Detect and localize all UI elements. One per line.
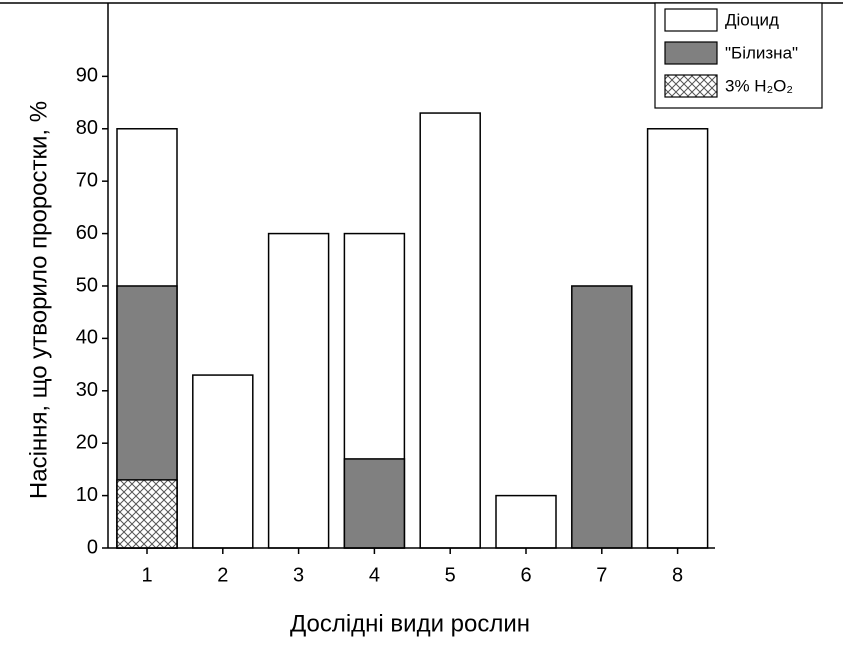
bar	[419, 112, 481, 549]
bar	[571, 285, 633, 549]
x-tick-label: 6	[520, 564, 531, 586]
x-tick-label: 8	[672, 564, 683, 586]
bar	[495, 494, 557, 549]
y-tick-label: 30	[76, 379, 98, 401]
y-tick-label: 10	[76, 484, 98, 506]
legend-swatch	[664, 8, 718, 32]
y-tick-label: 70	[76, 169, 98, 191]
bar	[343, 458, 406, 549]
bar	[116, 479, 178, 549]
bar	[646, 128, 709, 549]
bar	[267, 232, 330, 549]
legend-label: Діоцид	[725, 10, 779, 29]
legend-label: "Білизна"	[725, 43, 798, 62]
x-tick-label: 7	[596, 564, 607, 586]
x-tick-label: 1	[141, 564, 152, 586]
x-tick-label: 3	[293, 564, 304, 586]
x-tick-label: 4	[369, 564, 380, 586]
y-tick-label: 50	[76, 274, 98, 296]
x-axis-label: Дослідні види рослин	[290, 610, 530, 637]
y-tick-label: 40	[76, 327, 98, 349]
x-tick-label: 5	[445, 564, 456, 586]
y-tick-label: 80	[76, 117, 98, 139]
y-tick-label: 60	[76, 222, 98, 244]
y-tick-label: 90	[76, 65, 98, 87]
legend-swatch	[664, 74, 718, 98]
y-tick-label: 20	[76, 431, 98, 453]
x-tick-label: 2	[217, 564, 228, 586]
y-axis-label: Насіння, що утворило проростки, %	[25, 101, 52, 499]
bar	[192, 374, 254, 549]
legend-label: 3% H₂O₂	[725, 76, 793, 95]
y-tick-label: 0	[87, 536, 98, 558]
legend-swatch	[664, 41, 718, 65]
